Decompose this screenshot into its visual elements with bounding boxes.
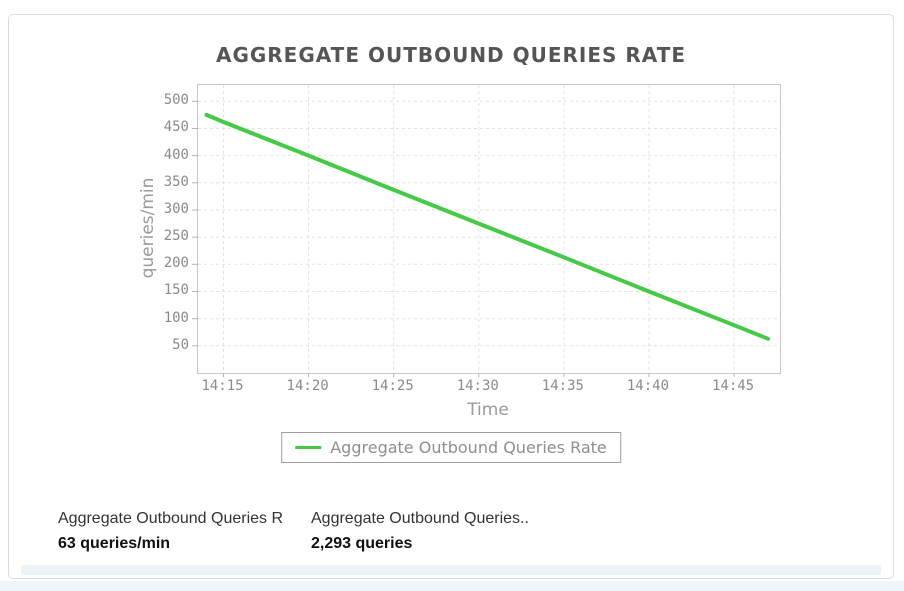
y-tick-label: 150 <box>163 282 189 299</box>
chart-widget-card: AGGREGATE OUTBOUND QUERIES RATE queries/… <box>8 14 894 579</box>
x-tick-label: 14:35 <box>541 378 584 394</box>
y-tick-label: 200 <box>163 255 189 272</box>
stat-total: Aggregate Outbound Queries.. 2,293 queri… <box>311 510 529 552</box>
stat-rate-value: 63 queries/min <box>58 535 171 552</box>
stat-rate: Aggregate Outbound Queries R 63 queries/… <box>58 510 283 552</box>
x-tick-label: 14:25 <box>371 378 414 394</box>
x-tick-label: 14:45 <box>711 378 755 394</box>
page-background-strip <box>0 581 904 591</box>
chart-title: AGGREGATE OUTBOUND QUERIES RATE <box>215 43 687 67</box>
y-tick-label: 50 <box>172 336 189 353</box>
y-tick-label: 100 <box>163 309 189 326</box>
x-tick-label: 14:20 <box>286 378 329 394</box>
x-tick-label: 14:30 <box>456 378 499 394</box>
x-axis-title: Time <box>467 400 509 420</box>
legend-label: Aggregate Outbound Queries Rate <box>330 438 607 457</box>
y-tick-label: 450 <box>163 119 189 136</box>
y-tick-label: 350 <box>163 173 189 190</box>
y-tick-label: 400 <box>163 146 189 163</box>
line-chart-svg <box>192 85 780 377</box>
stat-rate-label: Aggregate Outbound Queries R <box>58 510 284 527</box>
x-tick-label: 14:15 <box>201 378 244 394</box>
y-tick-label: 500 <box>163 92 189 109</box>
stat-total-label: Aggregate Outbound Queries.. <box>311 510 529 527</box>
legend-line-swatch <box>295 446 322 449</box>
x-tick-label: 14:40 <box>626 378 670 394</box>
card-footer-highlight <box>21 565 881 575</box>
y-tick-label: 300 <box>163 200 189 217</box>
y-tick-label: 250 <box>163 228 189 245</box>
stat-total-value: 2,293 queries <box>311 535 413 552</box>
plot-area[interactable] <box>192 84 781 377</box>
chart-legend[interactable]: Aggregate Outbound Queries Rate <box>281 432 621 463</box>
